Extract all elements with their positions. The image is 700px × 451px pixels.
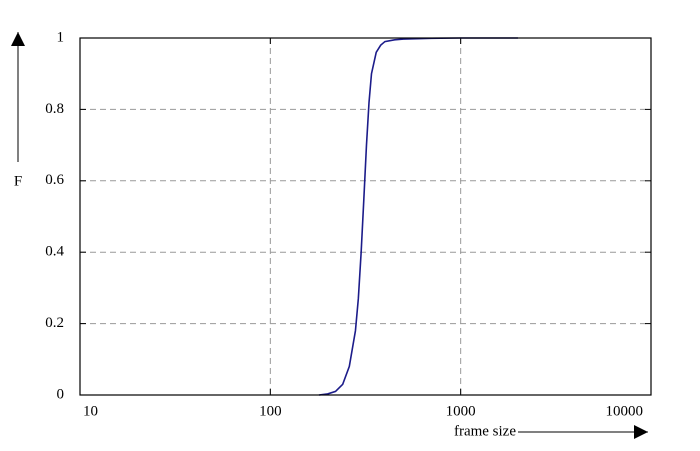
- y-tick-label: 1: [57, 29, 65, 45]
- x-tick-label: 100: [259, 403, 282, 419]
- x-axis-label: frame size: [454, 423, 516, 439]
- data-line: [318, 37, 518, 396]
- y-tick-label: 0.6: [45, 172, 64, 188]
- x-tick-label: 1000: [446, 403, 476, 419]
- y-tick-label: 0: [57, 386, 65, 402]
- y-axis-label: F: [14, 173, 22, 189]
- plot-frame: [79, 37, 652, 396]
- y-tick-label: 0.4: [45, 244, 64, 260]
- y-tick-label: 0.8: [45, 101, 64, 117]
- y-tick-label: 0.2: [45, 315, 64, 331]
- x-tick-label: 10: [83, 403, 98, 419]
- x-tick-label: 10000: [606, 403, 644, 419]
